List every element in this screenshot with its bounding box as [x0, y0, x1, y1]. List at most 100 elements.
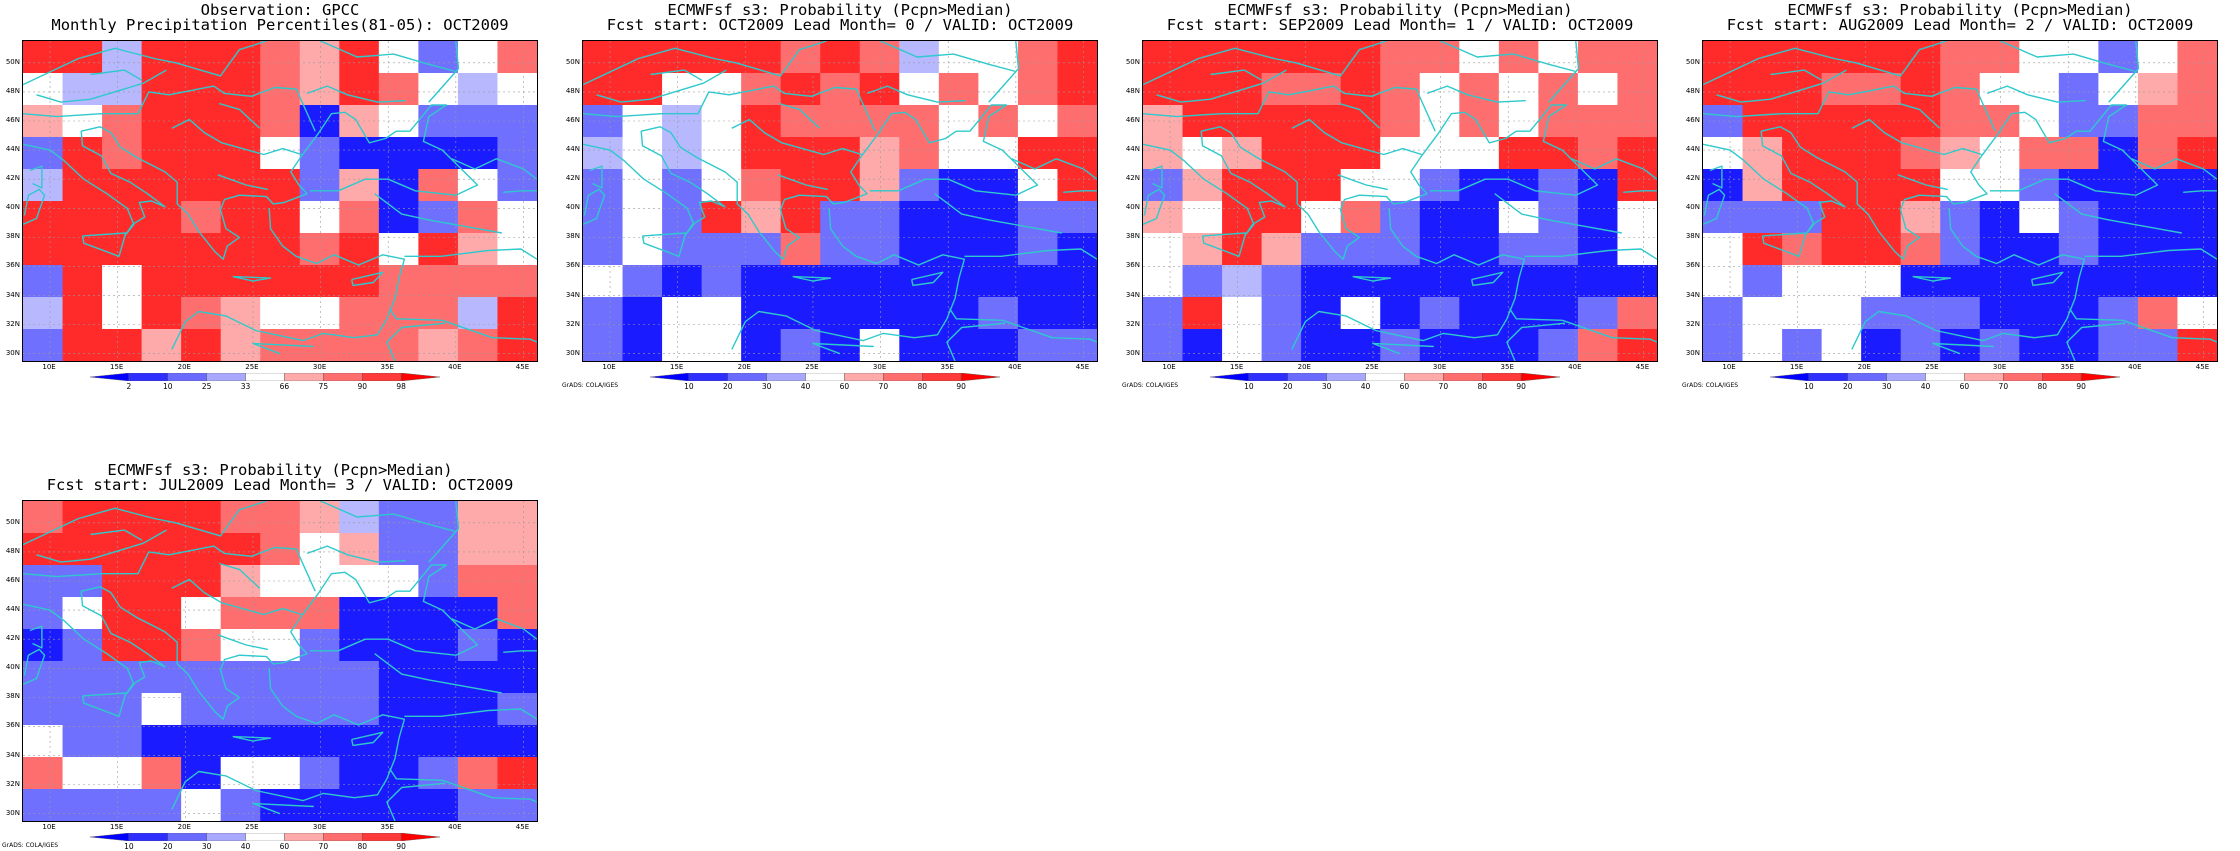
lat-label: 30N	[5, 348, 20, 357]
grid-cell	[378, 73, 419, 106]
grid-cell	[1821, 329, 1862, 361]
grid-cell	[1182, 201, 1223, 234]
grid-cell	[741, 297, 782, 330]
grid-cell	[378, 629, 419, 662]
coastline	[964, 248, 1097, 260]
grid-cell	[1703, 297, 1744, 330]
lon-label: 20E	[1857, 363, 1871, 371]
coastline	[2000, 41, 2136, 73]
grid-cell	[2098, 233, 2139, 266]
colorbar-tick-label: 80	[1477, 382, 1487, 391]
grid-cell	[1340, 169, 1381, 202]
grid-cell	[497, 725, 537, 758]
grid-cell	[938, 329, 979, 361]
grid-cell	[23, 233, 64, 266]
grid-cell	[1459, 297, 1500, 330]
coastline	[404, 708, 537, 720]
grid-cell	[662, 137, 703, 170]
grid-cell	[1222, 137, 1263, 170]
lon-label: 45E	[1075, 363, 1090, 371]
grid-cell	[1940, 233, 1981, 266]
grid-cell	[181, 41, 222, 74]
grid-cell	[859, 329, 900, 361]
coastline	[1143, 41, 1387, 86]
grid-cell	[457, 73, 499, 106]
grid-cell	[1261, 329, 1302, 361]
grid-cell	[102, 105, 143, 138]
grid-cell	[859, 137, 900, 170]
lat-label: 32N	[5, 779, 20, 788]
grid-cell	[1057, 201, 1097, 234]
grid-cell	[1617, 329, 1657, 361]
lat-label: 50N	[5, 517, 20, 526]
colorbar-step	[1925, 373, 1965, 381]
grid-cell	[339, 73, 380, 106]
grid-cell	[1538, 41, 1579, 74]
grid-cell	[1703, 201, 1744, 234]
grid-cell	[497, 661, 537, 694]
grid-cell	[220, 41, 261, 74]
grid-cell	[1222, 41, 1263, 74]
colorbar-step	[90, 373, 130, 381]
colorbar-step	[1404, 373, 1444, 381]
coastline	[1440, 41, 1576, 73]
coastline	[731, 208, 966, 350]
grid-cell	[1261, 297, 1302, 330]
grid-cell	[1459, 105, 1500, 138]
lon-label: 45E	[1635, 363, 1650, 371]
grid-cell	[102, 201, 143, 234]
grid-cell	[141, 201, 182, 234]
lat-label: 40N	[5, 663, 20, 672]
colorbar-tick-label: 10	[684, 382, 694, 391]
panel-title: ECMWFsf s3: Probability (Pcpn>Median)	[667, 1, 1013, 19]
grid-cell	[1301, 329, 1342, 361]
coastline	[374, 653, 502, 694]
grid-cell	[181, 757, 222, 790]
grid-cell	[2177, 137, 2217, 170]
grid-cell	[583, 201, 624, 234]
grid-cell	[181, 629, 222, 662]
grid-cell	[859, 265, 900, 298]
grid-cell	[299, 757, 340, 790]
grid-cell	[378, 597, 419, 630]
grid-cell	[457, 725, 499, 758]
coastline	[29, 625, 43, 649]
grid-cell	[1419, 233, 1460, 266]
coastline	[428, 41, 460, 103]
grid-cell	[181, 329, 222, 361]
grid-cell	[299, 137, 340, 170]
lon-label: 15E	[110, 363, 124, 371]
lon-label: 25E	[245, 823, 259, 831]
grid-cell	[780, 297, 821, 330]
grid-cell	[1900, 329, 1941, 361]
coastline	[1143, 188, 1166, 225]
coastline	[1623, 190, 1657, 193]
coastline	[1548, 41, 1580, 103]
grid-cell	[418, 169, 459, 202]
grid-cell	[1742, 105, 1783, 138]
coastline	[81, 232, 127, 258]
coastline	[428, 501, 460, 563]
panel-title: Observation: GPCC	[200, 1, 360, 19]
colorbar-tick-label: 98	[396, 382, 406, 391]
coastline	[351, 271, 384, 287]
grid-cell	[820, 265, 861, 298]
grid-cell	[23, 137, 64, 170]
grid-cell	[23, 725, 64, 758]
grid-cell	[62, 169, 103, 202]
map-canvas	[23, 501, 537, 821]
grid-cell	[220, 329, 261, 361]
grid-cell	[1782, 265, 1823, 298]
grid-cell	[378, 233, 419, 266]
colorbar-tick-label: 2	[126, 382, 132, 391]
grid-cell	[1703, 169, 1744, 202]
lat-label: 32N	[1125, 319, 1140, 328]
grid-cell	[1782, 169, 1823, 202]
grid-cell	[2137, 265, 2179, 298]
lat-label: 44N	[1685, 145, 1700, 154]
panel-subtitle: Fcst start: JUL2009 Lead Month= 3 / VALI…	[46, 476, 514, 494]
grid-cell	[23, 105, 64, 138]
colorbar-tick-label: 10	[162, 382, 173, 391]
grid-cell	[1861, 329, 1902, 361]
grid-cell	[1222, 169, 1263, 202]
